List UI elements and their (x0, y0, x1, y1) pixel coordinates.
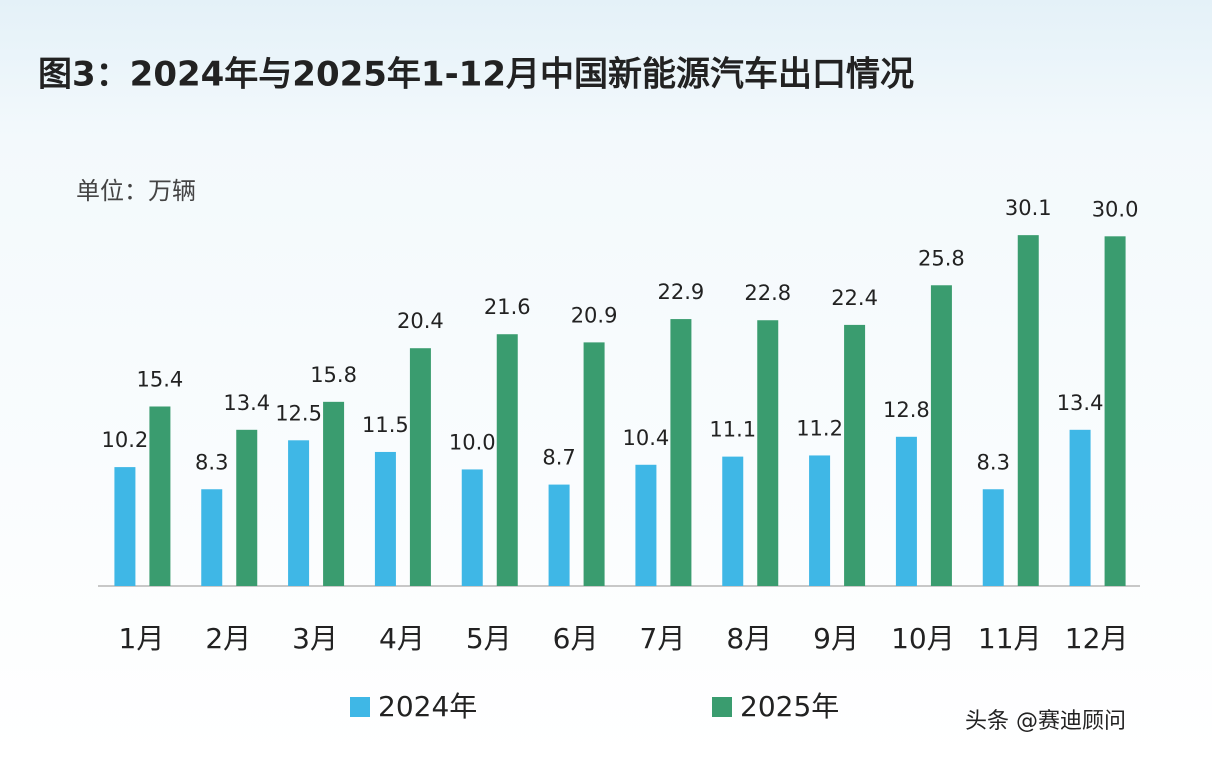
bar (496, 334, 518, 586)
value-label: 13.4 (223, 391, 270, 415)
value-label: 20.9 (571, 303, 618, 327)
bar (930, 285, 952, 586)
bar (409, 348, 431, 586)
value-label: 10.0 (449, 430, 496, 454)
value-label: 11.5 (362, 413, 409, 437)
bar (149, 406, 171, 586)
bar (982, 489, 1004, 586)
bar (1104, 236, 1126, 586)
legend-swatch (350, 697, 370, 717)
bar (757, 320, 779, 586)
bar (809, 455, 831, 586)
value-label: 30.1 (1005, 196, 1052, 220)
bar (548, 484, 570, 586)
x-tick-label: 12月 (1065, 622, 1129, 655)
bar (461, 469, 483, 586)
value-label: 11.1 (709, 418, 756, 442)
bar (895, 436, 917, 586)
x-tick-label: 7月 (640, 622, 686, 655)
source: 头条 @赛迪顾问 (965, 709, 1126, 734)
value-label: 22.9 (658, 280, 705, 304)
value-label: 25.8 (918, 246, 965, 270)
legend-label: 2024年 (378, 690, 477, 723)
value-label: 13.4 (1057, 391, 1104, 415)
value-label: 10.4 (623, 426, 670, 450)
value-label: 15.4 (137, 367, 184, 391)
value-label: 8.7 (542, 446, 575, 470)
value-label: 15.8 (310, 363, 357, 387)
bar (201, 489, 223, 586)
x-tick-label: 1月 (119, 622, 165, 655)
bar (374, 451, 396, 586)
value-label: 10.2 (102, 428, 149, 452)
x-tick-label: 2月 (205, 622, 251, 655)
bar (114, 467, 136, 586)
x-tick-label: 9月 (813, 622, 859, 655)
bar (722, 456, 744, 586)
bar (1017, 235, 1039, 586)
unit-label: 单位：万辆 (76, 177, 196, 205)
value-label: 11.2 (796, 416, 843, 440)
legend-label: 2025年 (740, 690, 839, 723)
bar (583, 342, 605, 586)
value-label: 12.8 (883, 398, 930, 422)
bar (323, 401, 345, 586)
x-tick-label: 5月 (466, 622, 512, 655)
value-label: 12.5 (275, 401, 322, 425)
x-tick-label: 10月 (891, 622, 955, 655)
bar (236, 429, 258, 586)
value-label: 30.0 (1092, 197, 1139, 221)
value-label: 8.3 (195, 450, 228, 474)
x-tick-label: 6月 (553, 622, 599, 655)
bar (288, 440, 310, 586)
legend-swatch (712, 697, 732, 717)
chart-title: 图3：2024年与2025年1-12月中国新能源汽车出口情况 (38, 55, 914, 95)
bar (844, 324, 866, 586)
value-label: 8.3 (977, 450, 1010, 474)
bar (635, 464, 657, 586)
x-tick-label: 11月 (978, 622, 1042, 655)
x-tick-label: 3月 (292, 622, 338, 655)
x-tick-label: 4月 (379, 622, 425, 655)
bar (670, 319, 692, 586)
value-label: 21.6 (484, 295, 531, 319)
value-label: 22.4 (831, 286, 878, 310)
value-label: 20.4 (397, 309, 444, 333)
x-tick-label: 8月 (726, 622, 772, 655)
bar (1069, 429, 1091, 586)
value-label: 22.8 (744, 281, 791, 305)
